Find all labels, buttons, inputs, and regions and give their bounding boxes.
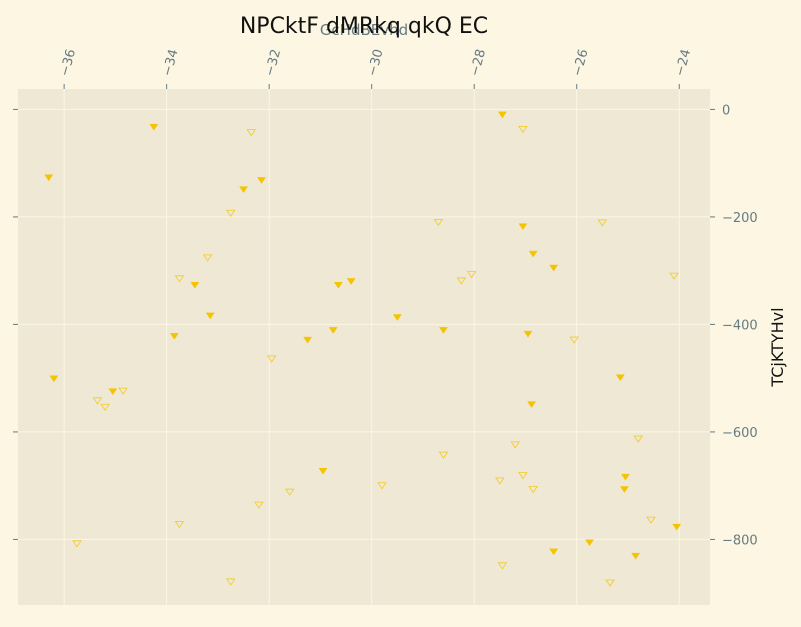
hollow-triangle-point [377,482,387,490]
filled-triangle-point [549,548,559,556]
filled-triangle-point [318,467,328,475]
filled-triangle-point [497,111,507,119]
hollow-triangle-point [528,486,538,494]
y-tick-label: −800 [722,533,758,548]
filled-triangle-point [631,552,641,560]
hollow-triangle-point [633,435,643,443]
filled-triangle-point [303,336,313,344]
grid-lines [18,89,710,605]
hollow-triangle-point [433,218,444,227]
filled-triangle-point [527,401,537,409]
plot-area [18,89,710,605]
hollow-triangle-point [266,355,277,363]
hollow-triangle-point [92,397,103,405]
filled-triangle-point [528,250,538,258]
hollow-triangle-point [569,336,579,344]
x-tick-label: −30 [365,48,387,78]
hollow-triangle-point [174,521,185,529]
data-points [44,111,682,587]
filled-triangle-point [239,186,249,194]
hollow-triangle-point [669,272,679,280]
hollow-triangle-point [202,254,213,262]
filled-triangle-point [49,375,59,383]
filled-triangle-point [346,278,356,285]
filled-triangle-point [44,174,54,182]
x-axis-ticks: −36 −34 −32 −30 −28 −26 −24 [58,48,695,89]
hollow-triangle-point [646,516,656,524]
hollow-triangle-point [597,219,608,227]
hollow-triangle-point [438,451,449,459]
hollow-triangle-point [174,275,185,283]
y-tick-label: −200 [722,211,758,226]
filled-triangle-point [620,473,630,481]
filled-triangle-point [333,282,343,289]
hollow-triangle-point [466,271,477,279]
x-tick-label: −26 [570,48,592,78]
chart-title: NPCktF dMRkq qkQ EC [240,14,488,39]
hollow-triangle-point [510,441,520,449]
hollow-triangle-point [254,501,264,509]
filled-triangle-point [108,388,118,396]
y-axis-ticks: 0 −200 −400 −600 −800 [13,103,758,548]
hollow-triangle-point [225,578,236,586]
filled-triangle-point [619,486,629,493]
filled-triangle-point [149,123,159,131]
filled-triangle-point [672,523,682,531]
filled-triangle-point [328,327,338,334]
hollow-triangle-point [118,387,128,395]
hollow-triangle-point [518,472,528,480]
y-tick-label: −400 [722,318,758,333]
hollow-triangle-point [456,277,467,285]
filled-triangle-point [190,282,200,289]
filled-triangle-point [549,264,559,272]
x-tick-label: −24 [673,48,695,78]
filled-triangle-point [518,223,528,231]
hollow-triangle-point [100,403,110,411]
x-axis-label: GcHdBEvhd [320,21,408,39]
hollow-triangle-point [495,477,505,485]
filled-triangle-point [257,177,266,184]
hollow-triangle-point [518,125,528,134]
y-tick-label: −600 [722,426,758,441]
filled-triangle-point [615,374,625,382]
hollow-triangle-point [605,579,615,587]
x-tick-label: −36 [58,48,80,78]
x-tick-label: −34 [160,48,182,78]
filled-triangle-point [438,327,448,334]
hollow-triangle-point [246,129,256,137]
hollow-triangle-point [497,562,508,570]
x-tick-label: −32 [263,48,285,78]
y-tick-label: 0 [722,103,730,118]
filled-triangle-point [585,539,595,547]
filled-triangle-point [523,330,533,338]
hollow-triangle-point [284,488,295,496]
hollow-triangle-point [72,540,82,548]
filled-triangle-point [205,312,215,320]
filled-triangle-point [169,333,179,340]
hollow-triangle-point [225,209,236,217]
y-axis-label: TCjKTYHvl [768,307,787,387]
filled-triangle-point [392,314,402,321]
x-tick-label: −28 [468,48,490,78]
